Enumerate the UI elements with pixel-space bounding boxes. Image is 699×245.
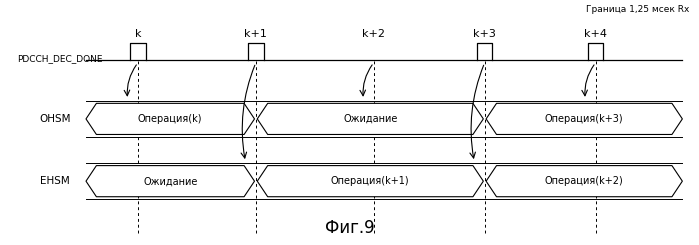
Text: Граница 1,25 мсек Rx: Граница 1,25 мсек Rx [586, 5, 689, 14]
Text: OHSM: OHSM [39, 114, 71, 124]
Text: k+4: k+4 [584, 29, 607, 39]
Text: EHSM: EHSM [40, 176, 70, 186]
Polygon shape [86, 103, 254, 135]
Text: k+1: k+1 [245, 29, 267, 39]
Text: Операция(k): Операция(k) [138, 114, 203, 124]
Polygon shape [486, 103, 682, 135]
Text: Операция(k+2): Операция(k+2) [545, 176, 624, 186]
Text: k+2: k+2 [362, 29, 385, 39]
Text: Ожидание: Ожидание [143, 176, 197, 186]
Text: k+3: k+3 [473, 29, 496, 39]
Text: Операция(k+3): Операция(k+3) [545, 114, 624, 124]
Polygon shape [486, 166, 682, 197]
Text: k: k [135, 29, 141, 39]
Text: PDCCH_DEC_DONE: PDCCH_DEC_DONE [17, 55, 102, 63]
Text: Ожидание: Ожидание [343, 114, 398, 124]
Polygon shape [257, 166, 483, 197]
Polygon shape [257, 103, 483, 135]
Polygon shape [86, 166, 254, 197]
Text: Фиг.9: Фиг.9 [325, 220, 374, 237]
Text: Операция(k+1): Операция(k+1) [331, 176, 410, 186]
